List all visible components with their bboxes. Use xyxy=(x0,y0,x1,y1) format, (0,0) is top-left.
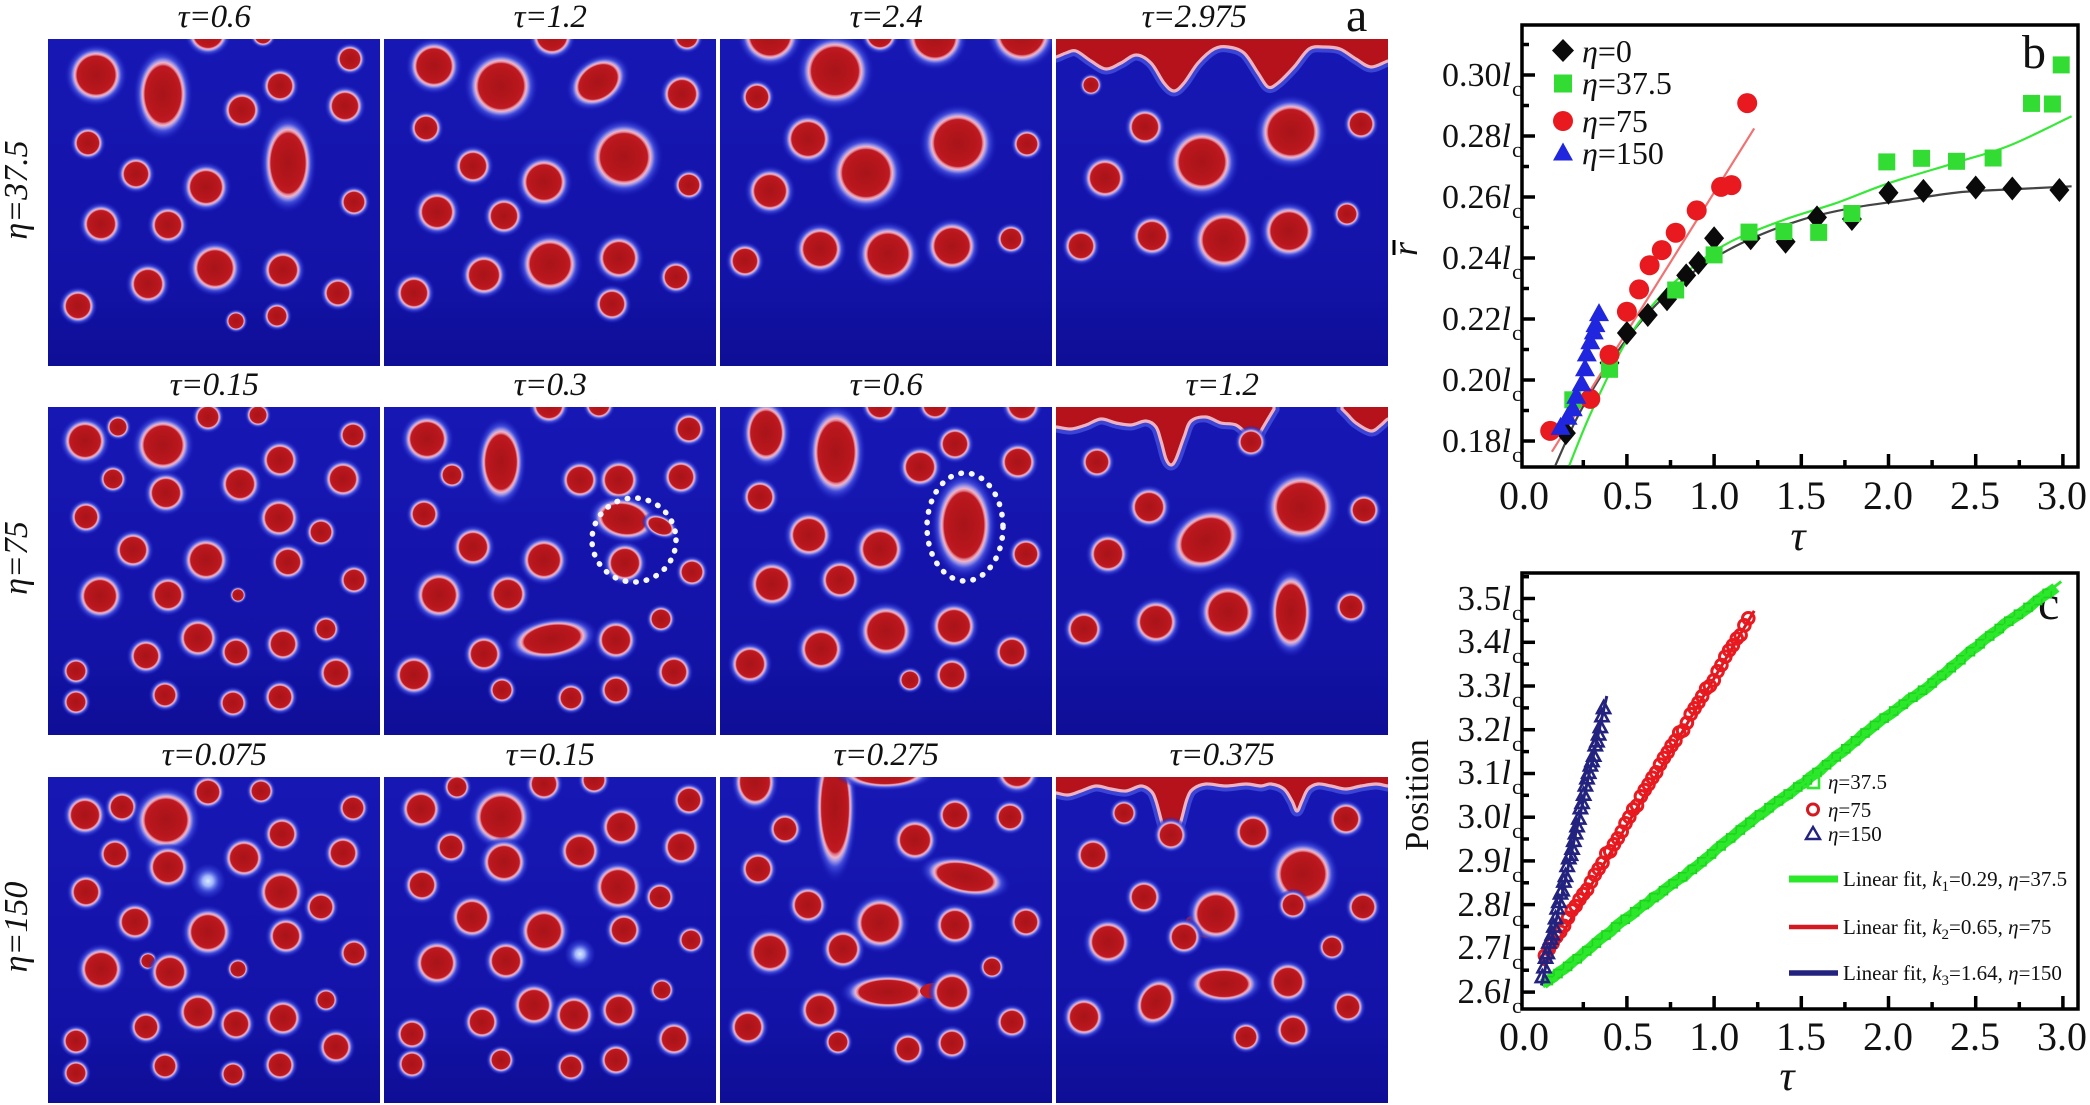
svg-text:1.0: 1.0 xyxy=(1689,1014,1739,1059)
svg-text:c: c xyxy=(1512,198,1522,223)
svg-text:Linear fit, k2=0.65, η=75: Linear fit, k2=0.65, η=75 xyxy=(1843,915,2051,943)
svg-text:3.0l: 3.0l xyxy=(1458,797,1511,836)
svg-text:3.0: 3.0 xyxy=(2037,1014,2087,1059)
svg-text:0.22l: 0.22l xyxy=(1442,301,1511,338)
svg-text:Linear fit, k3=1.64, η=150: Linear fit, k3=1.64, η=150 xyxy=(1843,961,2062,989)
svg-text:3.0: 3.0 xyxy=(2037,473,2087,518)
svg-text:r: r xyxy=(1390,241,1425,256)
svg-text:c: c xyxy=(1512,259,1522,284)
svg-text:2.0: 2.0 xyxy=(1863,473,1913,518)
svg-text:η=37.5: η=37.5 xyxy=(1582,65,1672,101)
svg-text:3.1l: 3.1l xyxy=(1458,753,1511,792)
svg-text:1.5: 1.5 xyxy=(1776,473,1826,518)
svg-text:η=150: η=150 xyxy=(1828,822,1882,846)
svg-text:η=0: η=0 xyxy=(1582,33,1632,69)
svg-text:2.0: 2.0 xyxy=(1863,1014,1913,1059)
svg-text:c: c xyxy=(1512,381,1522,406)
svg-text:0.18l: 0.18l xyxy=(1442,423,1511,460)
svg-text:0.0: 0.0 xyxy=(1499,473,1549,518)
svg-text:0.20l: 0.20l xyxy=(1442,362,1511,399)
svg-text:0.28l: 0.28l xyxy=(1442,118,1511,155)
svg-text:2.9l: 2.9l xyxy=(1458,841,1511,880)
svg-text:c: c xyxy=(1512,687,1522,712)
svg-text:2.5: 2.5 xyxy=(1950,473,2000,518)
svg-text:2.8l: 2.8l xyxy=(1458,885,1511,924)
svg-text:0.30l: 0.30l xyxy=(1442,57,1511,94)
svg-text:2.5: 2.5 xyxy=(1950,1014,2000,1059)
svg-text:c: c xyxy=(1512,774,1522,799)
svg-text:τ: τ xyxy=(1779,1054,1796,1100)
svg-text:0.5: 0.5 xyxy=(1603,473,1653,518)
svg-text:c: c xyxy=(1512,993,1522,1018)
svg-text:2.6l: 2.6l xyxy=(1458,972,1511,1011)
svg-text:3.2l: 3.2l xyxy=(1458,710,1511,749)
svg-text:c: c xyxy=(1512,731,1522,756)
svg-text:0.24l: 0.24l xyxy=(1442,240,1511,277)
svg-text:η=37.5: η=37.5 xyxy=(1828,770,1887,794)
svg-text:c: c xyxy=(1512,643,1522,668)
svg-text:c: c xyxy=(1512,949,1522,974)
svg-text:η=75: η=75 xyxy=(1582,103,1648,139)
svg-text:c: c xyxy=(1512,862,1522,887)
svg-text:c: c xyxy=(1512,442,1522,467)
svg-text:c: c xyxy=(1512,818,1522,843)
svg-text:3.5l: 3.5l xyxy=(1458,579,1511,618)
svg-text:c: c xyxy=(1512,76,1522,101)
svg-text:τ: τ xyxy=(1790,514,1807,560)
svg-text:η=150: η=150 xyxy=(1582,135,1664,171)
svg-text:c: c xyxy=(1512,906,1522,931)
svg-text:η=75: η=75 xyxy=(1828,798,1871,822)
svg-text:0.26l: 0.26l xyxy=(1442,179,1511,216)
svg-text:b: b xyxy=(2022,26,2046,79)
svg-text:3.3l: 3.3l xyxy=(1458,666,1511,705)
svg-text:1.5: 1.5 xyxy=(1776,1014,1826,1059)
svg-text:0.5: 0.5 xyxy=(1603,1014,1653,1059)
svg-text:1.0: 1.0 xyxy=(1689,473,1739,518)
svg-text:c: c xyxy=(1512,320,1522,345)
svg-text:c: c xyxy=(1512,600,1522,625)
svg-text:0.0: 0.0 xyxy=(1499,1014,1549,1059)
svg-text:c: c xyxy=(1512,137,1522,162)
svg-text:Position: Position xyxy=(1399,739,1436,850)
svg-text:Linear fit, k1=0.29, η=37.5: Linear fit, k1=0.29, η=37.5 xyxy=(1843,867,2067,895)
svg-text:3.4l: 3.4l xyxy=(1458,622,1511,661)
svg-text:2.7l: 2.7l xyxy=(1458,928,1511,967)
